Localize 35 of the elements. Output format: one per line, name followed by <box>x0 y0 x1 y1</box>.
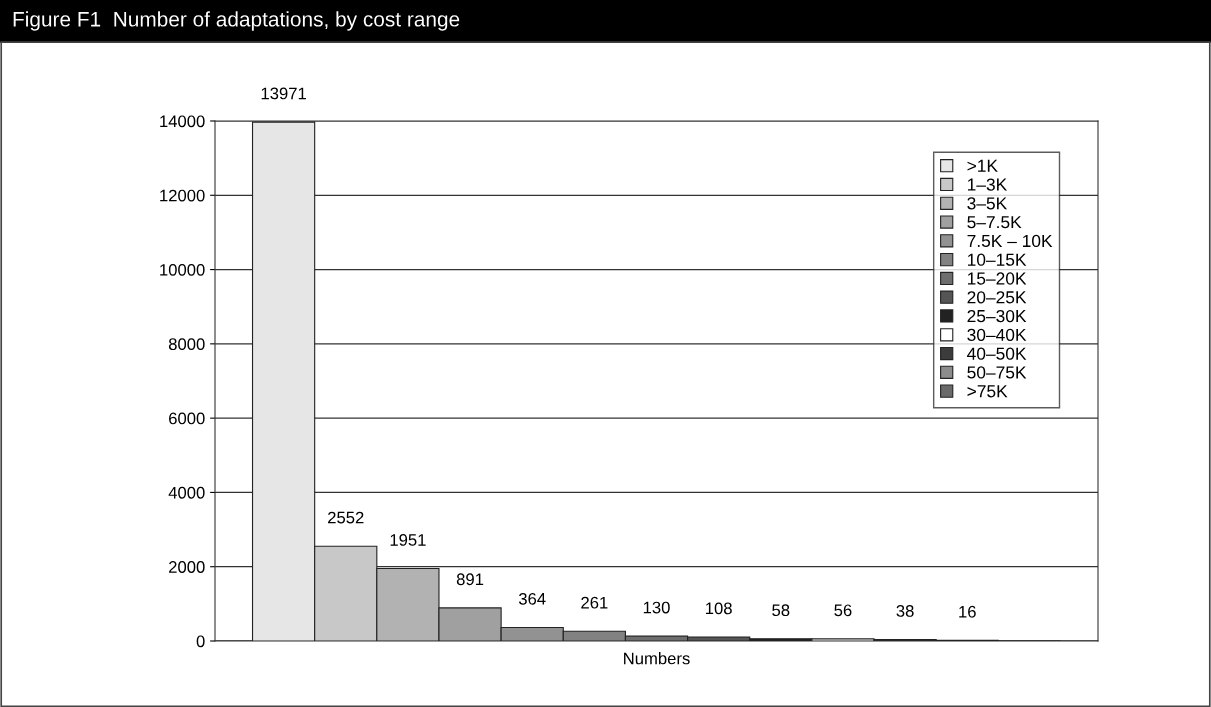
legend-label: 20–25K <box>967 291 1027 304</box>
y-tick-label: 12000 <box>160 189 205 202</box>
legend-label: >1K <box>967 159 998 172</box>
data-label: 364 <box>518 592 546 605</box>
y-tick-label: 14000 <box>160 115 205 128</box>
legend-label: 40–50K <box>967 347 1027 360</box>
legend-label: 25–30K <box>967 309 1027 323</box>
legend-label: >75K <box>967 385 1008 398</box>
y-tick-label: 0 <box>196 635 205 648</box>
data-label: 891 <box>456 573 484 586</box>
y-tick-label: 4000 <box>168 486 205 499</box>
legend-label: 30–40K <box>967 328 1027 342</box>
chart-title: Figure F1 Number of adaptations, by cost range <box>13 11 460 31</box>
data-label: 13971 <box>261 87 306 100</box>
legend-label: 3–5K <box>967 197 1008 210</box>
data-label: 1951 <box>390 533 426 546</box>
legend-label: 10–15K <box>967 253 1027 266</box>
x-tick-label: Numbers <box>624 652 690 665</box>
data-label: 16 <box>959 605 976 618</box>
data-label: 56 <box>834 604 852 617</box>
data-label: 38 <box>896 605 914 617</box>
y-tick-label: 10000 <box>160 263 205 276</box>
data-label: 130 <box>643 601 670 614</box>
data-label: 58 <box>772 604 790 617</box>
data-label: 261 <box>581 596 608 609</box>
data-label: 2552 <box>328 511 364 524</box>
legend-label: 7.5K – 10K <box>967 234 1053 248</box>
legend-label: 5–7.5K <box>967 216 1022 229</box>
y-tick-label: 6000 <box>169 412 205 425</box>
data-label: 108 <box>706 602 732 615</box>
legend-label: 1–3K <box>967 178 1008 191</box>
legend-label: 15–20K <box>967 272 1027 285</box>
y-tick-label: 2000 <box>169 561 205 573</box>
y-tick-label: 8000 <box>168 338 205 351</box>
legend-label: 50–75K <box>967 366 1027 379</box>
